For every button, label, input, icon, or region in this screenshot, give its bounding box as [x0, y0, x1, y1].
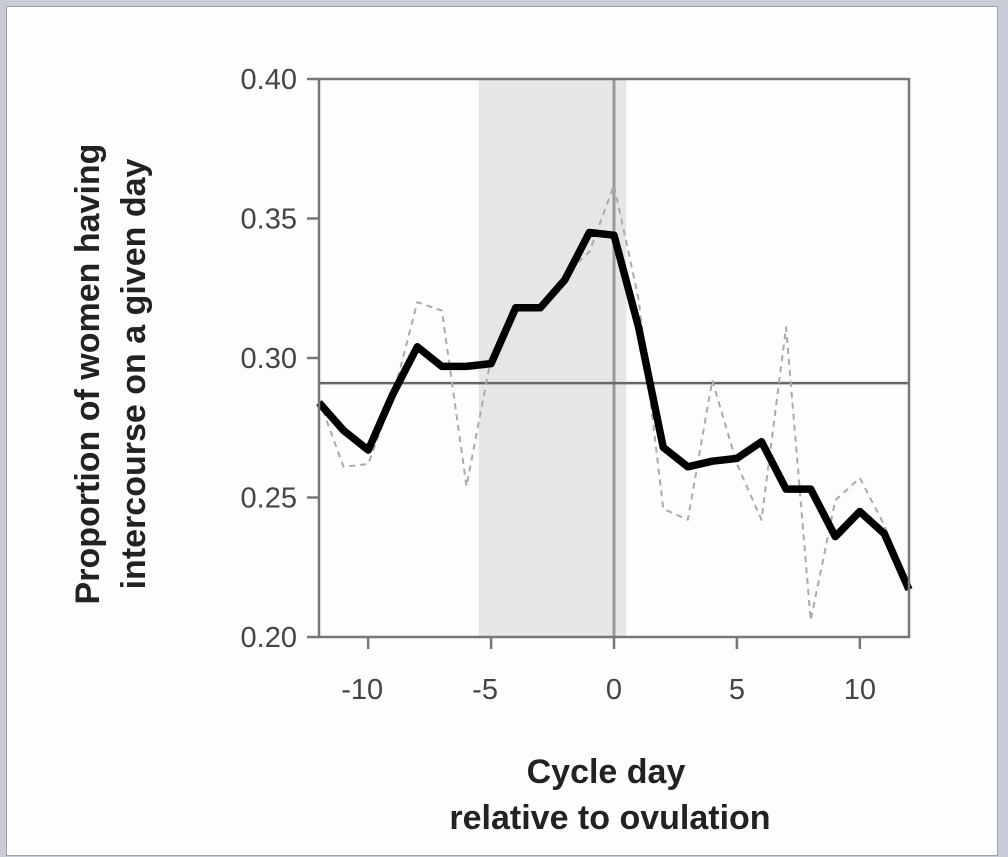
line-chart: -10 -5 0 5 10 0.20 0.25 0.30 0.35 0.40 Cycle day… [69, 64, 913, 837]
y-tick-label: 0.35 [241, 204, 297, 236]
x-axis-title-line-2: relative to ovulation [449, 799, 770, 837]
x-tick-label: 10 [844, 674, 876, 706]
y-axis-title-line-1: Proportion of women having [69, 144, 107, 605]
fertile-window-shading [478, 79, 627, 637]
y-axis-title-line-2: intercourse on a given day [115, 159, 153, 590]
y-tick-label: 0.20 [241, 622, 297, 654]
y-tick-label: 0.25 [241, 483, 297, 515]
y-tick-label: 0.30 [241, 343, 297, 375]
x-tick-label: -5 [472, 674, 498, 706]
chart-frame: -10 -5 0 5 10 0.20 0.25 0.30 0.35 0.40 Cycle day… [6, 6, 998, 856]
x-tick-label: -10 [341, 674, 383, 706]
x-tick-label: 0 [606, 674, 622, 706]
y-axis-ticks: 0.20 0.25 0.30 0.35 0.40 [241, 64, 319, 654]
x-tick-label: 5 [729, 674, 745, 706]
data-series [316, 184, 913, 622]
x-axis-ticks: -10 -5 0 5 10 [341, 637, 876, 706]
y-tick-label: 0.40 [241, 64, 297, 96]
shaded-region [478, 79, 627, 637]
dashed-daily-series-line [318, 184, 910, 622]
reference-lines [319, 79, 909, 637]
x-axis-title-line-1: Cycle day [527, 753, 686, 791]
smoothed-series-line [316, 228, 913, 592]
